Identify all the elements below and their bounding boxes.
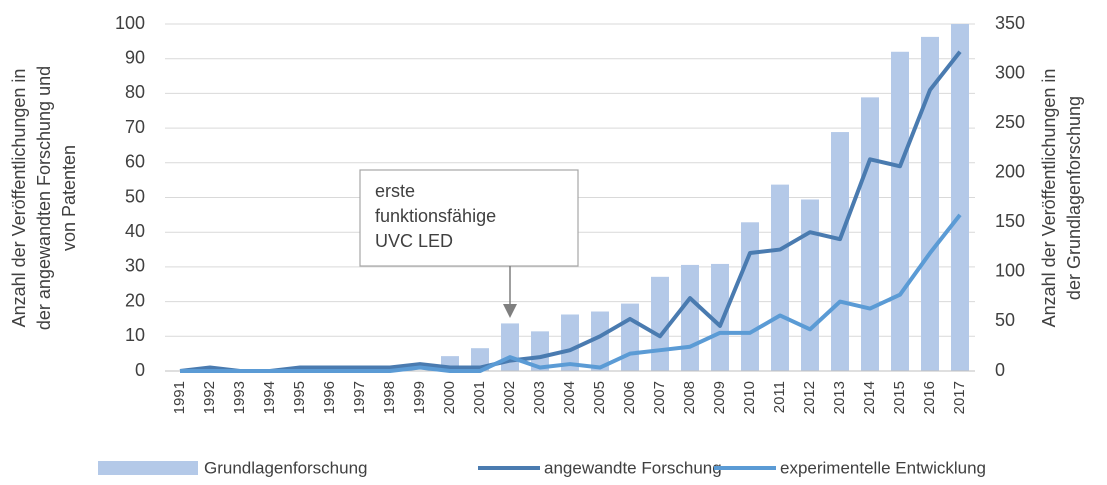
bar	[591, 311, 609, 371]
x-tick-label: 2005	[591, 381, 608, 414]
x-tick-label: 1999	[411, 381, 428, 414]
y2-axis-title-line: Anzahl der Veröffentlichungen in	[1039, 69, 1059, 328]
annotation-text: funktionsfähige	[375, 206, 496, 226]
y-axis-title-line: von Patenten	[59, 145, 79, 251]
bar	[531, 331, 549, 371]
bar	[711, 263, 729, 371]
bar	[891, 51, 909, 371]
legend-label: Grundlagenforschung	[204, 458, 368, 477]
y2-axis-title: Anzahl der Veröffentlichungen in der Grun…	[1039, 69, 1084, 328]
x-tick-label: 1991	[171, 381, 188, 414]
y-tick-label: 70	[125, 117, 145, 137]
x-tick-label: 1995	[291, 381, 308, 414]
y2-tick-label: 50	[995, 310, 1015, 330]
legend-swatch	[98, 461, 198, 475]
bar	[771, 184, 789, 371]
bar	[681, 264, 699, 371]
x-tick-label: 2015	[891, 381, 908, 414]
y-tick-label: 0	[135, 360, 145, 380]
annotation-arrowhead	[503, 304, 517, 318]
x-tick-label: 1993	[231, 381, 248, 414]
y-tick-label: 80	[125, 82, 145, 102]
bar	[801, 199, 819, 371]
x-tick-label: 2009	[711, 381, 728, 414]
annotation	[359, 169, 579, 318]
y2-tick-label: 0	[995, 360, 1005, 380]
x-tick-label: 2003	[531, 381, 548, 414]
legend-label: experimentelle Entwicklung	[780, 458, 986, 477]
bar	[621, 303, 639, 371]
x-tick-label: 2010	[741, 381, 758, 414]
bar	[561, 314, 579, 371]
bar	[651, 276, 669, 371]
x-tick-label: 2016	[921, 381, 938, 414]
y-tick-label: 100	[115, 13, 145, 33]
x-tick-label: 1994	[261, 381, 278, 414]
y2-tick-label: 200	[995, 161, 1025, 181]
y-tick-label: 10	[125, 325, 145, 345]
x-tick-label: 2014	[861, 381, 878, 414]
y-tick-label: 50	[125, 186, 145, 206]
line	[179, 50, 962, 373]
x-tick-label: 2008	[681, 381, 698, 414]
y-tick-label: 40	[125, 221, 145, 241]
x-tick-label: 2012	[801, 381, 818, 414]
y2-tick-label: 300	[995, 62, 1025, 82]
bar	[741, 222, 759, 371]
y-tick-label: 30	[125, 256, 145, 276]
y-axis-title: Anzahl der Veröffentlichungen in der ange…	[9, 66, 79, 330]
x-tick-label: 1998	[381, 381, 398, 414]
x-tick-label: 1997	[351, 381, 368, 414]
x-tick-label: 2004	[561, 381, 578, 414]
line	[180, 213, 962, 373]
x-tick-label: 2006	[621, 381, 638, 414]
x-tick-label: 2011	[771, 381, 788, 413]
y-tick-label: 90	[125, 47, 145, 67]
y2-tick-label: 150	[995, 211, 1025, 231]
x-tick-label: 2001	[471, 381, 488, 414]
x-tick-label: 2007	[651, 381, 668, 414]
x-tick-label: 2017	[951, 381, 968, 414]
y-axis-title-line: Anzahl der Veröffentlichungen in	[9, 69, 29, 328]
y-axis-title-line: der angewandten Forschung und	[34, 66, 54, 330]
x-tick-label: 1992	[201, 381, 218, 414]
x-tick-label: 2000	[441, 381, 458, 414]
y2-tick-label: 250	[995, 112, 1025, 132]
y-tick-label: 60	[125, 152, 145, 172]
annotation-text: erste	[375, 181, 415, 201]
annotation-box	[359, 169, 579, 267]
y-tick-label: 20	[125, 290, 145, 310]
bar	[951, 24, 969, 371]
legend-label: angewandte Forschung	[544, 458, 722, 477]
bar	[861, 97, 879, 371]
bar	[921, 36, 939, 371]
y2-tick-label: 100	[995, 261, 1025, 281]
x-tick-label: 2013	[831, 381, 848, 414]
y2-axis-title-line: der Grundlagenforschung	[1064, 96, 1084, 300]
y2-tick-label: 350	[995, 13, 1025, 33]
annotation-text: UVC LED	[375, 231, 453, 251]
x-tick-label: 1996	[321, 381, 338, 414]
bar	[831, 132, 849, 371]
x-tick-label: 2002	[501, 381, 518, 414]
